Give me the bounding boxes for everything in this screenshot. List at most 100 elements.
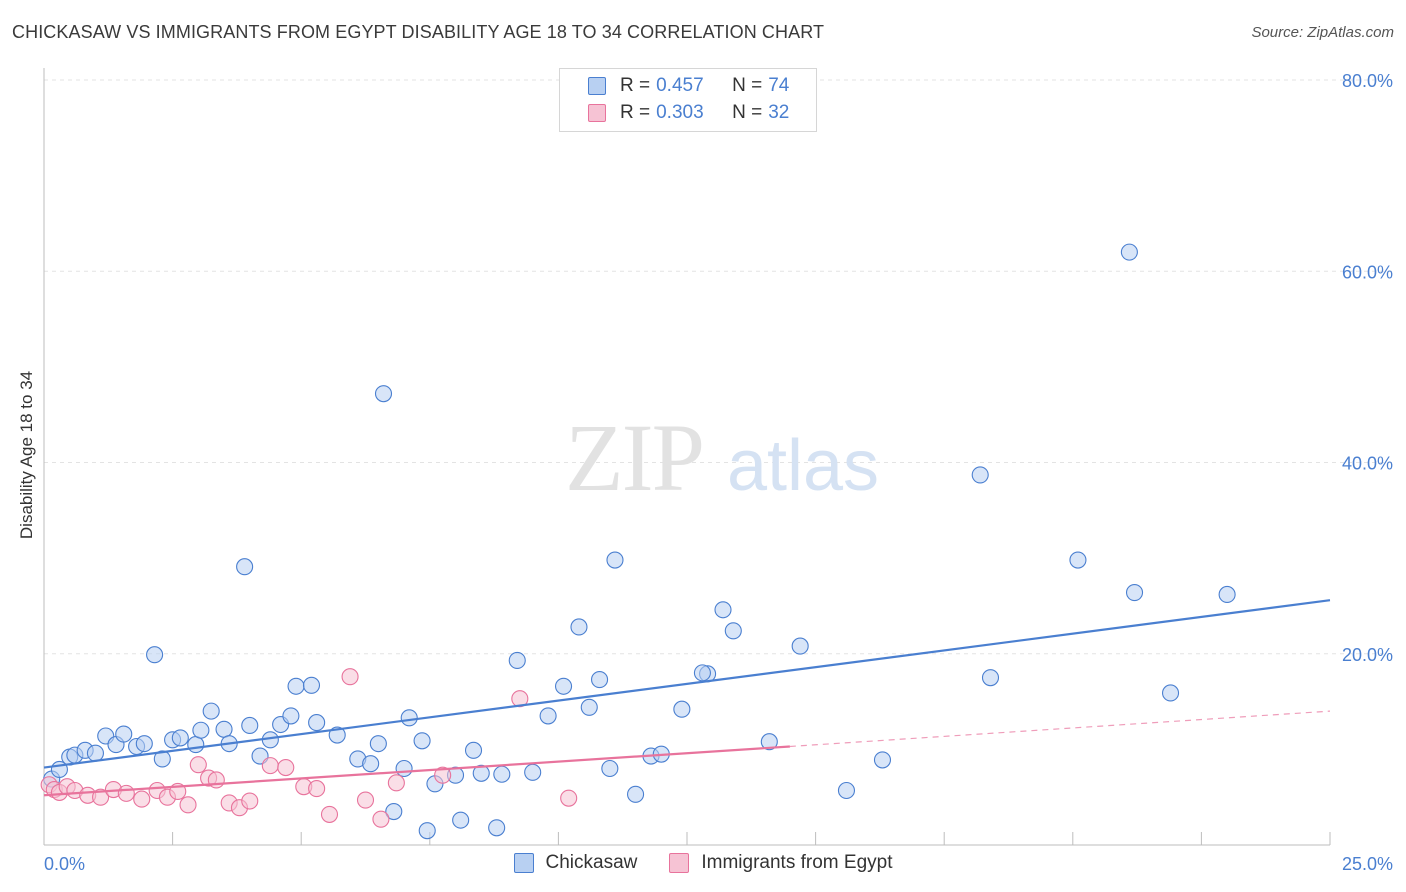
egypt-trendline — [43, 745, 790, 797]
series-legend: Chickasaw Immigrants from Egypt — [0, 852, 1406, 874]
legend-n-value: 32 — [768, 102, 790, 123]
chickasaw-trendline — [43, 599, 1331, 769]
chickasaw-point — [760, 733, 778, 751]
series-legend-chickasaw[interactable]: Chickasaw — [513, 852, 638, 874]
egypt-point — [560, 789, 578, 807]
chickasaw-point — [192, 721, 210, 739]
chickasaw-point — [580, 698, 598, 716]
egypt-point — [277, 758, 295, 777]
watermark-zip: ZIP — [565, 404, 703, 511]
chickasaw-point — [591, 671, 609, 689]
egypt-point — [179, 796, 197, 814]
egypt-point — [133, 790, 151, 808]
egypt-point — [92, 788, 110, 806]
chickasaw-point — [1161, 684, 1180, 702]
legend-swatch-egypt — [588, 104, 606, 122]
chickasaw-point — [328, 726, 346, 744]
chickasaw-point — [981, 669, 1000, 687]
series-swatch-chickasaw — [513, 853, 534, 873]
x-tick-labels: 0.0% 25.0% — [44, 854, 1393, 874]
y-tick-label: 80.0% — [1342, 71, 1393, 91]
chickasaw-point — [493, 765, 511, 783]
y-tick-label: 40.0% — [1342, 454, 1393, 474]
legend-r-value: 0.457 — [656, 75, 704, 96]
y-tick-label: 60.0% — [1342, 262, 1393, 282]
chickasaw-point — [539, 707, 557, 725]
egypt-trendline-extension — [789, 710, 1331, 748]
chickasaw-point — [171, 729, 189, 747]
chickasaw-point — [554, 677, 573, 695]
egypt-point — [434, 766, 452, 784]
egypt-points — [40, 668, 578, 828]
egypt-point — [372, 810, 390, 828]
chickasaw-point — [362, 755, 380, 773]
chickasaw-point — [452, 811, 470, 829]
chickasaw-point — [1125, 583, 1144, 602]
chickasaw-point — [693, 664, 711, 682]
series-legend-label: Chickasaw — [545, 852, 638, 873]
chickasaw-point — [115, 725, 133, 743]
egypt-point — [189, 756, 207, 774]
legend-n-value: 74 — [768, 75, 790, 96]
chickasaw-point — [385, 802, 403, 821]
chickasaw-point — [187, 736, 205, 754]
chickasaw-point — [282, 707, 300, 725]
chart-title: CHICKASAW VS IMMIGRANTS FROM EGYPT DISAB… — [12, 22, 825, 42]
x-tick-label-min: 0.0% — [44, 854, 85, 874]
zipatlas-watermark: ZIP atlas — [565, 404, 879, 511]
series-swatch-egypt — [669, 853, 690, 873]
legend-swatch-chickasaw — [588, 77, 606, 95]
egypt-point — [117, 784, 135, 802]
chickasaw-point — [308, 714, 326, 732]
egypt-point — [387, 774, 405, 792]
chickasaw-point — [236, 558, 254, 576]
chickasaw-point — [302, 676, 321, 694]
watermark-atlas: atlas — [727, 426, 879, 506]
legend-n-label: N = — [732, 75, 763, 96]
chart-source: Source: ZipAtlas.com — [1251, 24, 1394, 41]
chickasaw-point — [724, 622, 742, 640]
legend-r-label: R = — [620, 102, 651, 123]
egypt-point — [308, 780, 326, 798]
egypt-point — [241, 792, 259, 810]
chickasaw-point — [488, 819, 506, 837]
legend-n-label: N = — [732, 102, 763, 123]
chickasaw-point — [418, 822, 436, 840]
chickasaw-point — [202, 702, 220, 720]
chickasaw-point — [971, 466, 989, 484]
chickasaw-point — [837, 781, 856, 800]
chickasaw-point — [464, 741, 483, 759]
egypt-point — [207, 771, 225, 789]
chickasaw-point — [146, 646, 164, 664]
chickasaw-point — [287, 677, 305, 695]
legend-row-egypt: R = 0.303 N = 32 — [588, 100, 789, 126]
legend-r-value: 0.303 — [656, 102, 704, 123]
x-ticks — [172, 832, 1331, 845]
chickasaw-point — [1120, 243, 1138, 261]
y-tick-labels: 20.0% 40.0% 60.0% 80.0% — [1342, 71, 1393, 665]
chickasaw-point — [1069, 551, 1087, 569]
chickasaw-point — [153, 750, 171, 768]
egypt-point — [341, 668, 359, 686]
chickasaw-point — [413, 732, 431, 750]
chickasaw-point — [374, 385, 393, 403]
chickasaw-point — [135, 735, 153, 753]
chickasaw-point — [601, 759, 619, 778]
chickasaw-point — [472, 764, 490, 782]
x-tick-label-max: 25.0% — [1342, 854, 1393, 874]
chickasaw-point — [395, 759, 413, 778]
chickasaw-point — [570, 618, 588, 636]
chickasaw-point — [606, 551, 624, 569]
chickasaw-point — [400, 709, 418, 727]
chickasaw-point — [86, 744, 104, 762]
egypt-point — [320, 805, 339, 823]
chickasaw-point — [508, 651, 526, 669]
legend-row-chickasaw: R = 0.457 N = 74 — [588, 73, 789, 99]
series-legend-egypt[interactable]: Immigrants from Egypt — [669, 852, 892, 874]
legend-r-label: R = — [620, 75, 651, 96]
chickasaw-point — [673, 700, 691, 718]
egypt-point — [356, 791, 375, 809]
series-legend-label: Immigrants from Egypt — [701, 852, 893, 873]
trendlines — [43, 599, 1331, 797]
